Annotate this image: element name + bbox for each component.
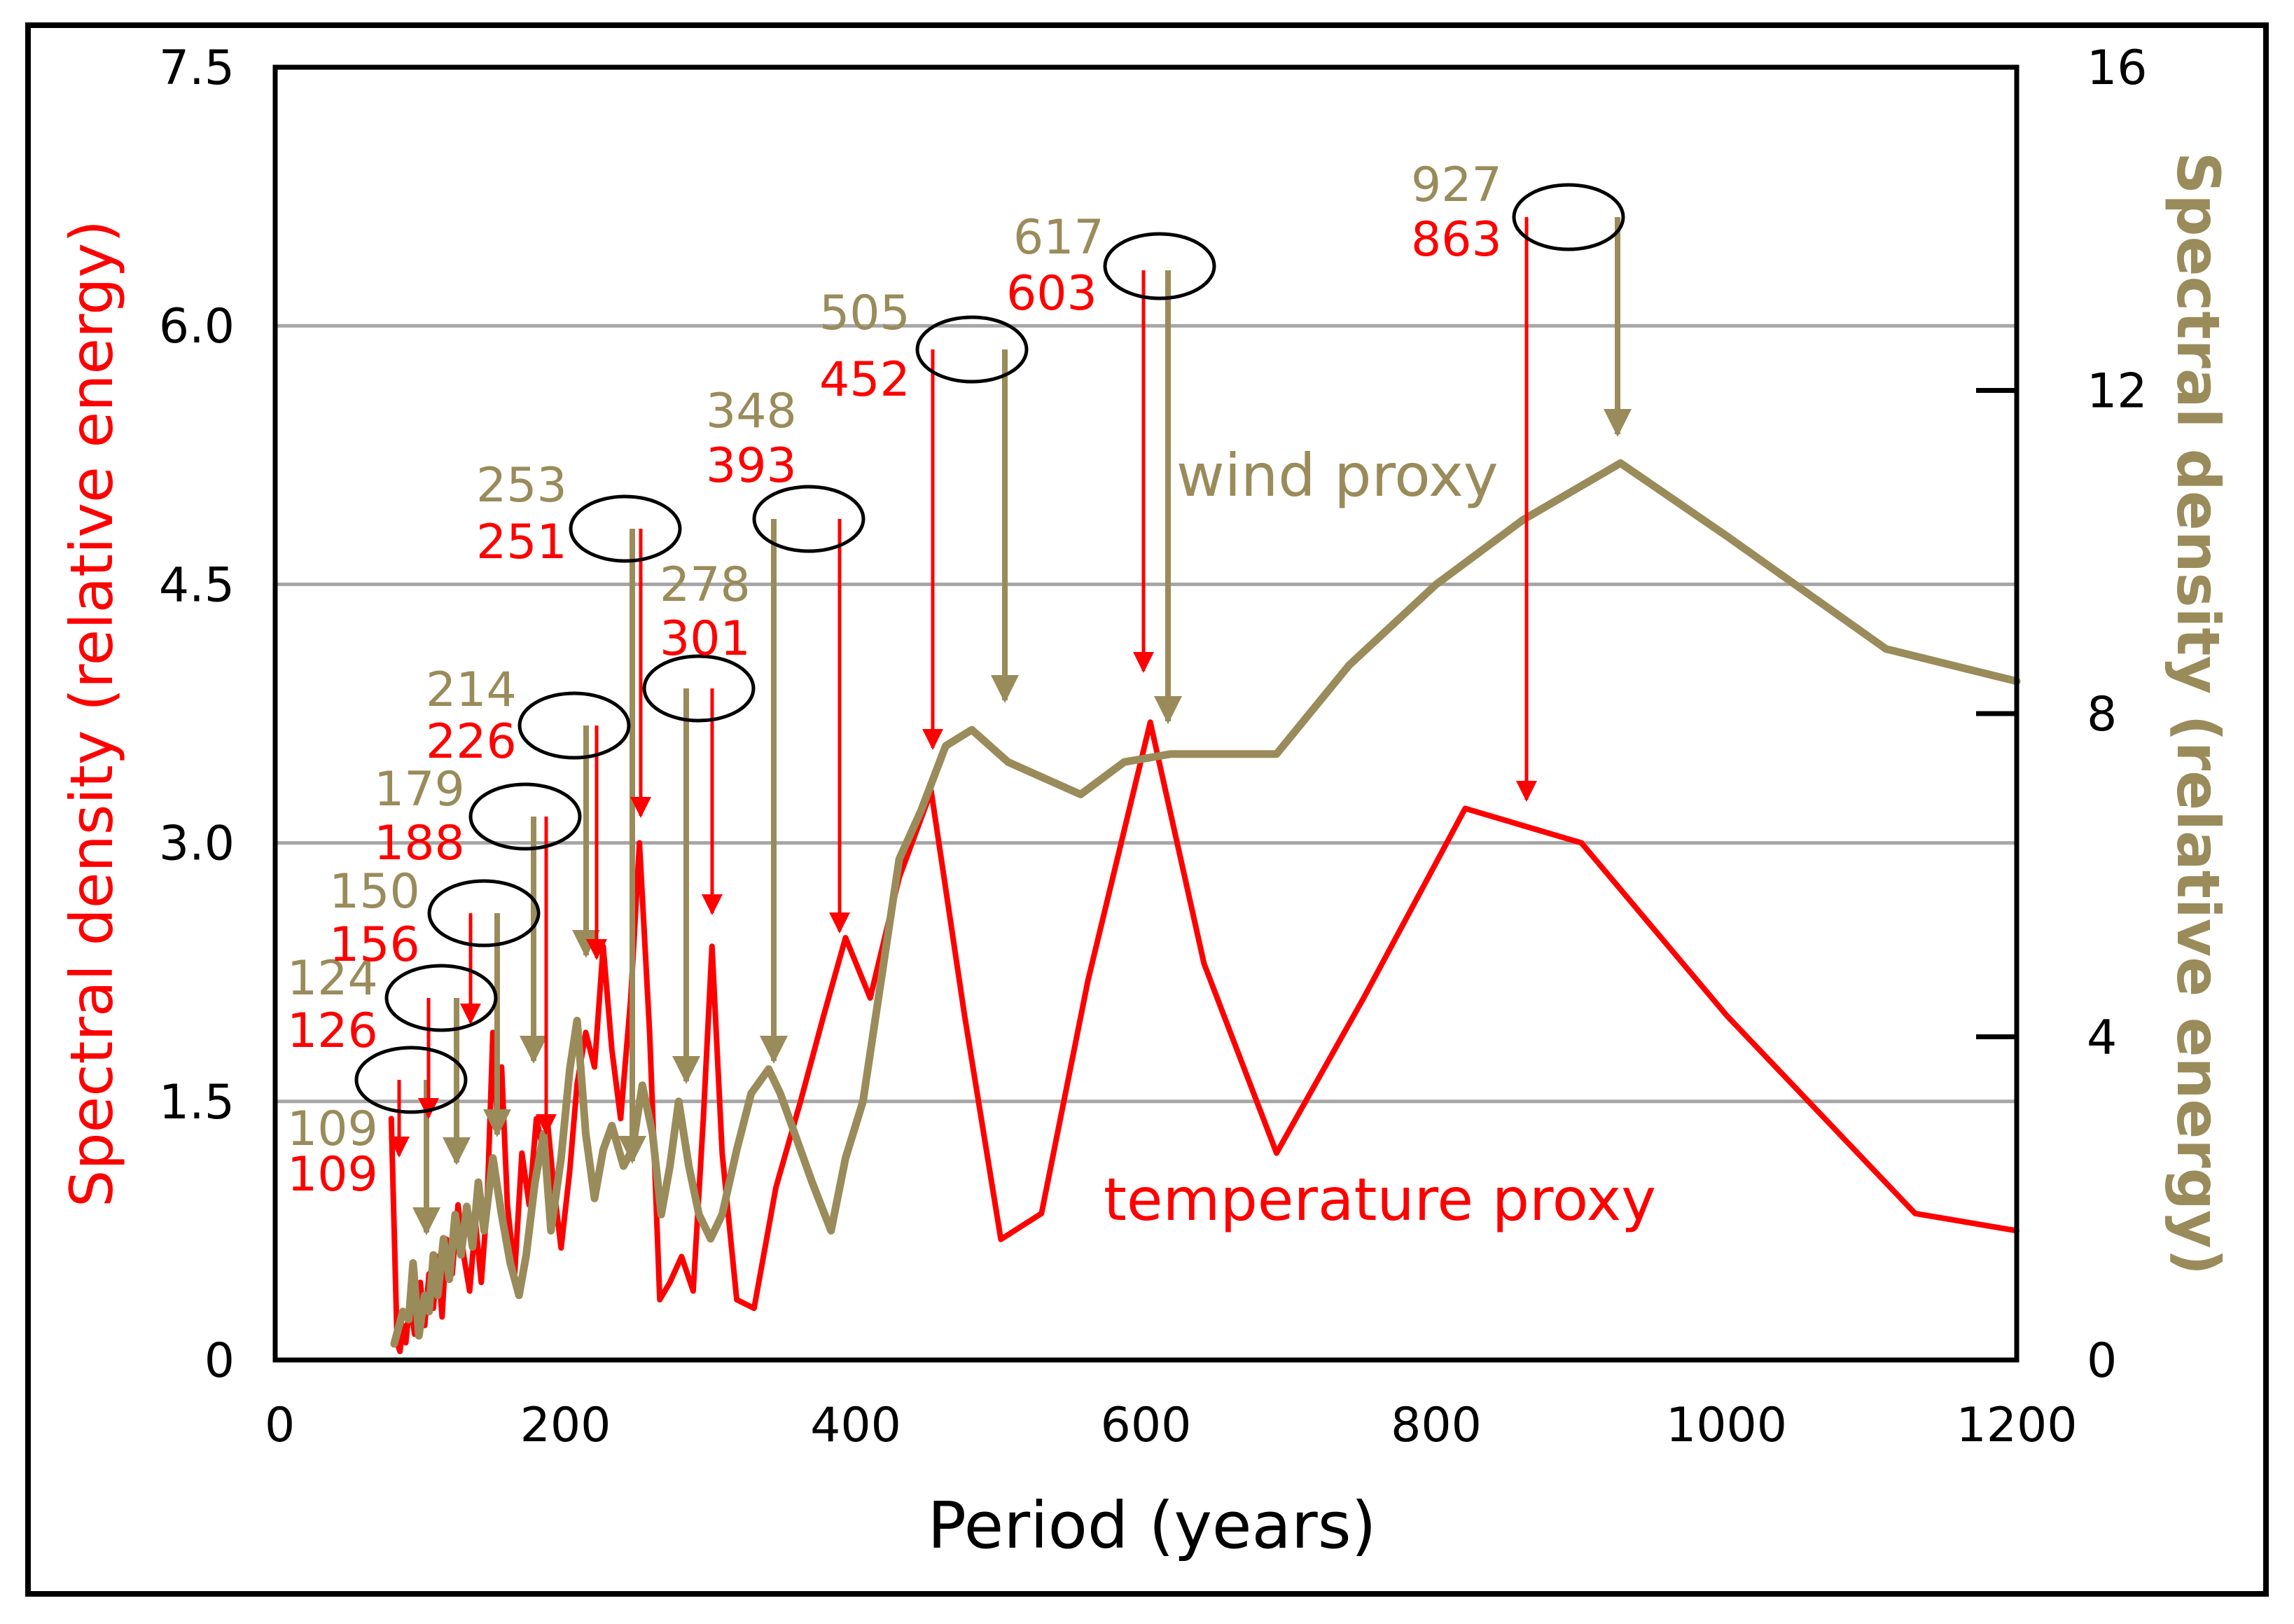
- temperature-period-label-251: 251: [476, 515, 567, 570]
- wind-period-label-109: 109: [287, 1102, 378, 1157]
- temperature-period-label-393: 393: [706, 438, 797, 494]
- y-right-tick-label-8: 8: [2087, 687, 2117, 742]
- wind-proxy-line: [390, 459, 2021, 1348]
- y-axis-label-right: Spectral density (relative energy): [2164, 152, 2232, 1275]
- y-right-tick-label-4: 4: [2087, 1011, 2117, 1066]
- annotation-ellipse-0: [354, 1046, 468, 1114]
- annotation-arrows: [389, 217, 1632, 1235]
- x-tick-label-800: 800: [1391, 1398, 1482, 1453]
- annotation-ellipse-10: [1512, 183, 1625, 251]
- annotation-ellipse-6: [642, 654, 756, 723]
- wind-proxy-label: wind proxy: [1176, 441, 1499, 510]
- y-right-tick-label-12: 12: [2087, 364, 2148, 419]
- y-left-tick-label-4.5: 4.5: [159, 557, 235, 613]
- annotation-ellipse-8: [915, 315, 1029, 384]
- temperature-period-label-126: 126: [287, 1004, 378, 1059]
- annotation-ellipse-9: [1103, 232, 1216, 300]
- x-tick-label-1200: 1200: [1956, 1398, 2077, 1453]
- wind-period-label-927: 927: [1411, 158, 1502, 213]
- annotation-ellipse-5: [569, 494, 682, 563]
- temperature-proxy-line: [388, 719, 2020, 1354]
- annotation-labels: 1091091241261501561791882142262532512783…: [287, 158, 1625, 1202]
- temperature-period-label-156: 156: [329, 917, 420, 973]
- temperature-period-label-603: 603: [1006, 266, 1097, 321]
- wind-period-label-179: 179: [374, 762, 465, 817]
- wind-period-label-617: 617: [1013, 210, 1104, 265]
- annotation-ellipse-7: [752, 485, 866, 553]
- wind-period-label-150: 150: [329, 864, 420, 919]
- temperature-period-label-109: 109: [287, 1147, 378, 1202]
- y-right-tick-label-0: 0: [2087, 1333, 2117, 1389]
- y-left-tick-label-6.0: 6.0: [159, 299, 235, 354]
- x-tick-label-400: 400: [810, 1398, 901, 1453]
- temperature-period-label-188: 188: [374, 816, 465, 871]
- temperature-proxy-label: temperature proxy: [1104, 1165, 1656, 1234]
- temperature-period-label-226: 226: [426, 714, 517, 770]
- wind-period-label-278: 278: [660, 557, 751, 613]
- wind-period-label-253: 253: [476, 458, 567, 513]
- y-left-tick-label-1.5: 1.5: [159, 1075, 235, 1130]
- temperature-period-label-452: 452: [819, 352, 910, 408]
- x-tick-label-1000: 1000: [1666, 1398, 1787, 1453]
- annotation-ellipse-2: [427, 879, 541, 948]
- figure-border: [25, 22, 2269, 1597]
- wind-period-label-348: 348: [706, 384, 797, 439]
- x-axis-label: Period (years): [927, 1488, 1376, 1563]
- y-left-tick-label-7.5: 7.5: [159, 41, 235, 96]
- series-lines: [388, 459, 2021, 1354]
- x-tick-label-600: 600: [1101, 1398, 1192, 1453]
- y-right-tick-label-16: 16: [2087, 41, 2148, 96]
- temperature-period-label-863: 863: [1411, 212, 1502, 268]
- annotation-ellipse-3: [468, 782, 582, 851]
- annotation-ellipse-4: [517, 691, 631, 760]
- y-left-tick-label-3.0: 3.0: [159, 817, 235, 872]
- x-tick-label-0: 0: [265, 1398, 295, 1453]
- annotation-ellipse-1: [384, 964, 498, 1032]
- wind-period-label-505: 505: [819, 286, 910, 341]
- wind-period-label-214: 214: [426, 662, 517, 718]
- temperature-period-label-301: 301: [660, 611, 751, 667]
- y-left-tick-label-0: 0: [204, 1333, 235, 1389]
- wind-period-label-124: 124: [287, 951, 378, 1006]
- x-tick-label-200: 200: [520, 1398, 611, 1453]
- axis-ticks: 0 200 400 600 800 1000 120001.53.04.56.07.5048…: [159, 41, 2148, 1453]
- gridlines: [275, 324, 2017, 1104]
- y-axis-label-left: Spectral density (relative energy): [57, 220, 126, 1207]
